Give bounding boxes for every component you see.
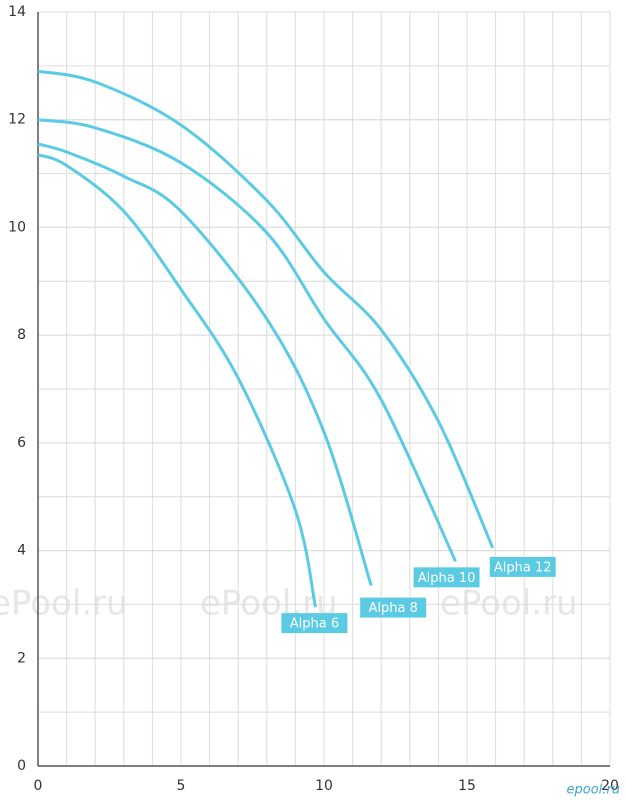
legend-box [413,567,480,588]
curve [37,142,373,587]
y-tick-label: 6 [17,435,26,451]
x-tick-label: 10 [315,778,333,794]
curve [37,118,457,562]
y-tick-label: 10 [8,219,26,235]
logo: epool.ru [567,783,621,798]
x-tick-label: 0 [34,778,43,794]
watermark: ePool.ru [0,584,128,624]
y-tick-label: 14 [8,4,26,20]
y-tick-label: 2 [17,650,26,666]
legend-label: Alpha 6 [290,617,339,632]
legend-label: Alpha 8 [369,601,418,616]
y-tick-label: 0 [17,758,26,774]
y-tick-label: 8 [17,327,26,343]
x-tick-label: 20 [601,778,619,794]
curve [37,69,495,549]
watermark: ePool.ru [440,584,578,624]
legend-box [489,556,556,577]
legend-label: Alpha 12 [494,560,552,575]
legend-box [281,613,348,634]
y-tick-label: 4 [17,543,26,559]
legend-label: Alpha 10 [418,571,476,586]
curve [37,153,317,608]
y-tick-label: 12 [8,112,26,128]
x-tick-label: 5 [177,778,186,794]
legend-box [360,597,427,618]
x-tick-label: 15 [458,778,476,794]
